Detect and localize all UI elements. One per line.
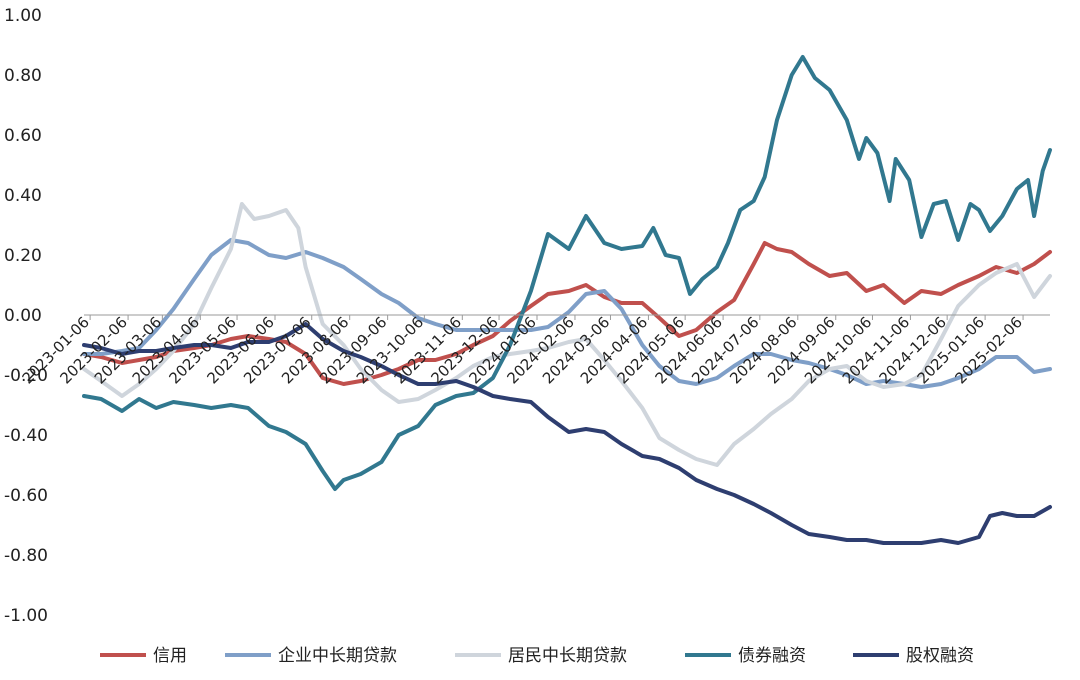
x-axis	[84, 314, 1050, 320]
legend: 信用 企业中长期贷款 居民中长期贷款 债券融资 股权融资	[100, 646, 974, 666]
series-line-3	[82, 55, 1052, 491]
y-tick-label: 0.40	[4, 186, 42, 206]
y-tick-label: -0.80	[4, 546, 48, 566]
y-tick-label: 1.00	[4, 6, 42, 26]
y-axis-tick-labels: 1.00 0.80 0.60 0.40 0.20 0.00 -0.20 -0.40 -0.60 -…	[4, 6, 48, 626]
y-tick-label: -0.20	[4, 366, 48, 386]
legend-label-4: 股权融资	[906, 646, 974, 666]
y-tick-label: -0.40	[4, 426, 48, 446]
y-tick-label: -1.00	[4, 606, 48, 626]
series-line-0	[82, 241, 1052, 386]
series-line-4	[82, 322, 1052, 545]
y-tick-label: 0.60	[4, 126, 42, 146]
legend-label-0: 信用	[153, 646, 187, 666]
y-tick-label: 0.00	[4, 306, 42, 326]
series-lines	[82, 55, 1052, 545]
legend-label-3: 债券融资	[738, 646, 806, 666]
legend-label-1: 企业中长期贷款	[278, 646, 397, 666]
y-tick-label: 0.80	[4, 66, 42, 86]
series-line-1	[82, 238, 1052, 389]
series-line-2	[82, 202, 1052, 467]
y-tick-label: 0.20	[4, 246, 42, 266]
legend-label-2: 居民中长期贷款	[508, 646, 627, 666]
y-tick-label: -0.60	[4, 486, 48, 506]
